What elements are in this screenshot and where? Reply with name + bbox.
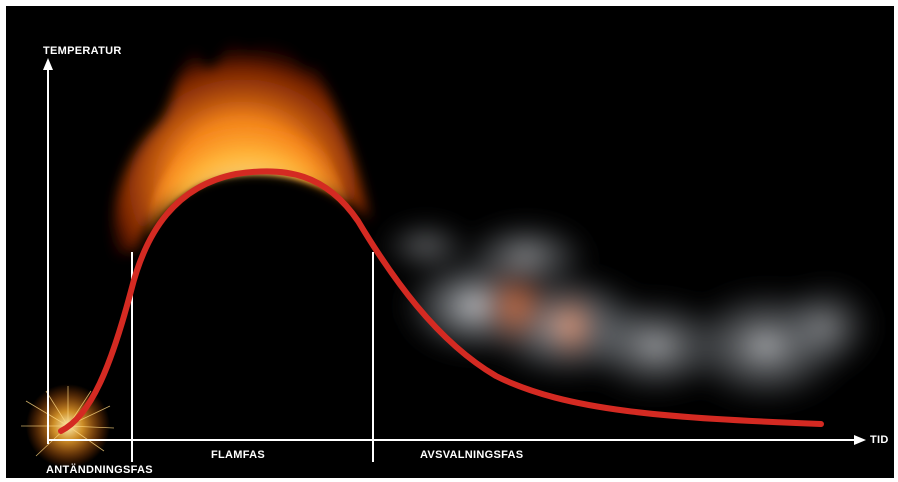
phase-label-ignition: ANTÄNDNINGSFAS bbox=[46, 464, 153, 476]
temperature-curve bbox=[58, 168, 824, 434]
x-axis bbox=[48, 435, 866, 445]
x-axis-label: TID bbox=[870, 434, 889, 446]
flame-icon bbox=[113, 16, 371, 256]
y-axis bbox=[43, 58, 53, 444]
phase-label-flame: FLAMFAS bbox=[211, 449, 266, 461]
fire-development-diagram: TEMPERATUR TID ANTÄNDNINGSFAS FLAMFAS AV… bbox=[6, 6, 894, 478]
y-axis-label: TEMPERATUR bbox=[43, 45, 122, 57]
phase-label-cooling: AVSVALNINGSFAS bbox=[420, 449, 524, 461]
diagram-canvas bbox=[21, 16, 881, 468]
smoke-icon bbox=[376, 216, 881, 411]
